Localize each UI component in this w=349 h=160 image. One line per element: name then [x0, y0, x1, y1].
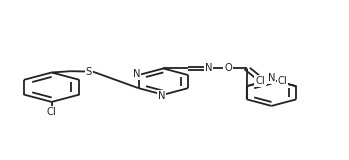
Text: N: N — [133, 69, 141, 79]
Text: Cl: Cl — [47, 107, 57, 116]
Text: Cl: Cl — [255, 76, 265, 86]
Text: N: N — [158, 91, 165, 101]
Text: N: N — [205, 64, 213, 73]
Text: O: O — [258, 76, 266, 85]
Text: S: S — [86, 67, 92, 76]
Text: O: O — [224, 64, 232, 73]
Text: Cl: Cl — [277, 76, 287, 86]
Text: N: N — [268, 73, 275, 83]
